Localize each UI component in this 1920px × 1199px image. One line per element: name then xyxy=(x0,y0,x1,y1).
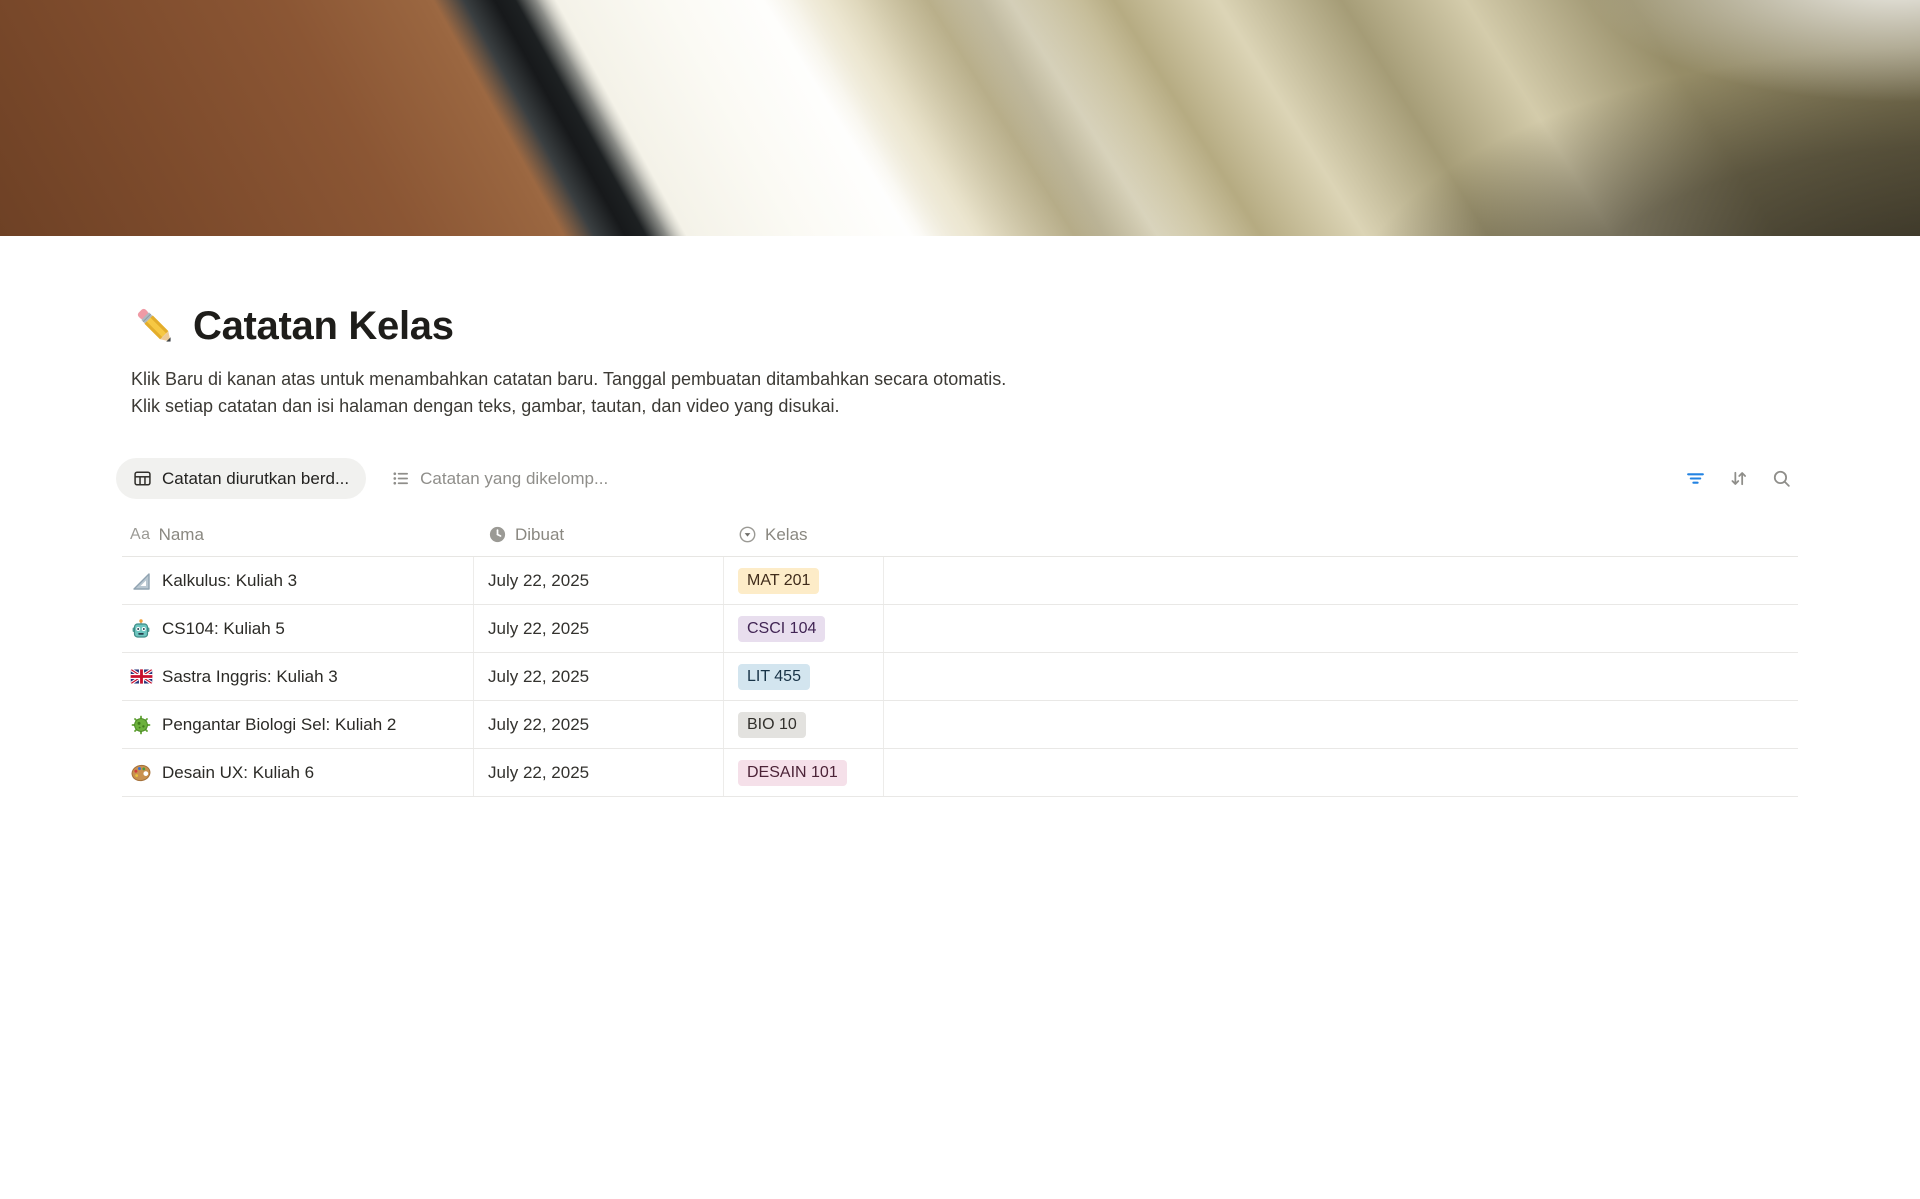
pencil-emoji-icon xyxy=(131,302,179,350)
class-tag: CSCI 104 xyxy=(738,615,826,642)
palette-icon xyxy=(129,761,153,785)
list-view-icon xyxy=(391,469,410,488)
search-button[interactable] xyxy=(1768,466,1794,492)
table-row[interactable]: Desain UX: Kuliah 6 July 22, 2025 DESAIN… xyxy=(122,749,1798,797)
created-date-cell[interactable]: July 22, 2025 xyxy=(474,701,724,748)
sort-button[interactable] xyxy=(1725,466,1751,492)
note-name-cell[interactable]: CS104: Kuliah 5 xyxy=(122,605,474,652)
filter-button[interactable] xyxy=(1682,466,1708,492)
class-tag-cell[interactable]: LIT 455 xyxy=(724,653,884,700)
created-date: July 22, 2025 xyxy=(488,762,590,782)
column-header-kelas[interactable]: Kelas xyxy=(724,513,884,556)
note-name-cell[interactable]: Kalkulus: Kuliah 3 xyxy=(122,557,474,604)
view-toolbar: Catatan diurutkan berd... Catatan yang d… xyxy=(116,458,1798,499)
class-tag: DESAIN 101 xyxy=(738,759,847,786)
page-content: Catatan Kelas Klik Baru di kanan atas un… xyxy=(116,302,1798,837)
class-tag-cell[interactable]: CSCI 104 xyxy=(724,605,884,652)
clock-icon xyxy=(488,525,507,544)
table-row[interactable]: Sastra Inggris: Kuliah 3 July 22, 2025 L… xyxy=(122,653,1798,701)
page-title-text: Catatan Kelas xyxy=(193,303,454,348)
created-date: July 22, 2025 xyxy=(488,570,590,590)
select-property-icon xyxy=(738,525,757,544)
search-icon xyxy=(1771,468,1792,489)
class-tag: LIT 455 xyxy=(738,663,810,690)
column-header-dibuat-label: Dibuat xyxy=(515,524,565,544)
table-row[interactable]: CS104: Kuliah 5 July 22, 2025 CSCI 104 xyxy=(122,605,1798,653)
note-name-cell[interactable]: Pengantar Biologi Sel: Kuliah 2 xyxy=(122,701,474,748)
sort-icon xyxy=(1728,468,1749,489)
note-title: Pengantar Biologi Sel: Kuliah 2 xyxy=(162,714,397,734)
created-date-cell[interactable]: July 22, 2025 xyxy=(474,557,724,604)
cover-image xyxy=(0,0,1920,236)
table-header-row: Aa Nama Dibuat xyxy=(122,513,1798,557)
note-title: Sastra Inggris: Kuliah 3 xyxy=(162,666,338,686)
table-row[interactable]: Kalkulus: Kuliah 3 July 22, 2025 MAT 201 xyxy=(122,557,1798,605)
created-date-cell[interactable]: July 22, 2025 xyxy=(474,605,724,652)
page-description-line2: Klik setiap catatan dan isi halaman deng… xyxy=(131,396,840,416)
uk-flag-icon xyxy=(129,665,153,689)
note-title: CS104: Kuliah 5 xyxy=(162,618,285,638)
table-view-icon xyxy=(133,469,152,488)
column-header-kelas-label: Kelas xyxy=(765,524,808,544)
note-title: Desain UX: Kuliah 6 xyxy=(162,762,315,782)
page-title: Catatan Kelas xyxy=(131,302,1798,350)
class-tag: BIO 10 xyxy=(738,711,806,738)
created-date-cell[interactable]: July 22, 2025 xyxy=(474,749,724,796)
created-date: July 22, 2025 xyxy=(488,666,590,686)
page-description-line1: Klik Baru di kanan atas untuk menambahka… xyxy=(131,369,1007,389)
tab-table-view[interactable]: Catatan diurutkan berd... xyxy=(116,458,367,499)
tab-grouped-view[interactable]: Catatan yang dikelomp... xyxy=(374,458,625,499)
text-property-icon: Aa xyxy=(130,525,151,543)
tab-grouped-view-label: Catatan yang dikelomp... xyxy=(420,468,609,488)
triangular-ruler-icon xyxy=(129,569,153,593)
microbe-icon xyxy=(129,713,153,737)
created-date: July 22, 2025 xyxy=(488,714,590,734)
column-header-dibuat[interactable]: Dibuat xyxy=(474,513,724,556)
created-date: July 22, 2025 xyxy=(488,618,590,638)
table-row[interactable]: Pengantar Biologi Sel: Kuliah 2 July 22,… xyxy=(122,701,1798,749)
column-header-nama-label: Nama xyxy=(158,524,204,544)
tab-table-view-label: Catatan diurutkan berd... xyxy=(162,468,350,488)
filter-icon xyxy=(1685,468,1706,489)
notes-table: Aa Nama Dibuat xyxy=(122,513,1798,797)
column-header-nama[interactable]: Aa Nama xyxy=(122,513,474,556)
created-date-cell[interactable]: July 22, 2025 xyxy=(474,653,724,700)
class-tag: MAT 201 xyxy=(738,567,820,594)
note-name-cell[interactable]: Desain UX: Kuliah 6 xyxy=(122,749,474,796)
class-tag-cell[interactable]: BIO 10 xyxy=(724,701,884,748)
class-tag-cell[interactable]: DESAIN 101 xyxy=(724,749,884,796)
robot-icon xyxy=(129,617,153,641)
note-title: Kalkulus: Kuliah 3 xyxy=(162,570,298,590)
note-name-cell[interactable]: Sastra Inggris: Kuliah 3 xyxy=(122,653,474,700)
class-tag-cell[interactable]: MAT 201 xyxy=(724,557,884,604)
